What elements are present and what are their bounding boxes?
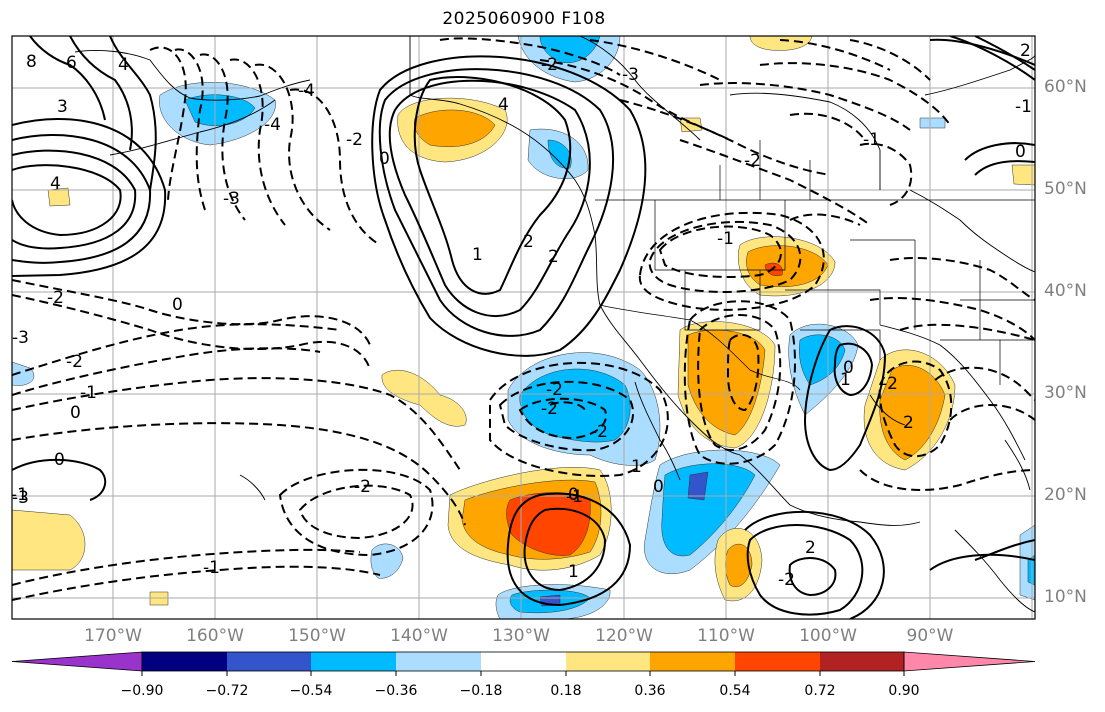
- contour-label: 0: [568, 485, 579, 505]
- contour-label: 4: [50, 174, 61, 194]
- map-frame: [11, 35, 1036, 620]
- contour-label: -1: [717, 229, 734, 249]
- map-title: 2025060900 F108: [442, 9, 606, 29]
- contour-label: 4: [498, 95, 509, 115]
- lat-label: 50°N: [1044, 179, 1087, 199]
- filled-anomaly-areas: [12, 36, 1035, 619]
- lon-label: 110°W: [697, 626, 755, 646]
- contour-label: -1: [1015, 97, 1032, 117]
- lat-label: 10°N: [1044, 587, 1087, 607]
- contour-label: -3: [223, 189, 240, 209]
- colorbar-tick-label: 0.36: [634, 683, 666, 699]
- contour-label: 6: [66, 53, 77, 73]
- contour-label: -1: [203, 558, 220, 578]
- lat-label: 30°N: [1044, 383, 1087, 403]
- contour-label: 0: [1015, 142, 1026, 162]
- contour-label: -1: [566, 487, 583, 507]
- contour-label: 0: [843, 358, 854, 378]
- country-borders: [595, 140, 1035, 391]
- contour-label: -1: [11, 485, 28, 505]
- contour-label: 3: [57, 97, 68, 117]
- contour-label: -2: [546, 380, 563, 400]
- lat-label: 60°N: [1044, 77, 1087, 97]
- contour-label: 1: [631, 457, 642, 477]
- colorbar-tick-label: −0.72: [205, 683, 249, 699]
- contour-label: -2: [66, 352, 83, 372]
- contour-label: -1: [863, 130, 880, 150]
- contour-label: -3: [12, 328, 29, 348]
- colorbar-tick-label: 0.54: [719, 683, 751, 699]
- contour-label: 0: [653, 477, 664, 497]
- lon-label: 160°W: [186, 626, 244, 646]
- contour-label: -2: [744, 151, 761, 171]
- lon-label: 90°W: [906, 626, 954, 646]
- colorbar-tick-label: −0.36: [374, 683, 418, 699]
- lon-label: 140°W: [390, 626, 448, 646]
- contour-label: 0: [70, 403, 81, 423]
- contour-label: -2: [47, 288, 64, 308]
- contour-label: -2: [541, 55, 558, 75]
- colorbar-tick-label: 0.72: [804, 683, 836, 699]
- contour-label: 1: [840, 370, 851, 390]
- contour-label: 8: [26, 52, 37, 72]
- lon-label: 150°W: [288, 626, 346, 646]
- contour-label: 2: [1020, 41, 1031, 61]
- contour-label: -1: [80, 383, 97, 403]
- lat-label: 40°N: [1044, 281, 1087, 301]
- contour-label: 4: [118, 55, 129, 75]
- contour-label: 2: [548, 247, 559, 267]
- contour-label: -2: [354, 477, 371, 497]
- contour-label: 2: [903, 413, 914, 433]
- contour-label: 1: [568, 562, 579, 582]
- contour-label: -2: [778, 570, 795, 590]
- contour-label: -3: [622, 65, 639, 85]
- coastlines: [74, 36, 1035, 613]
- contour-label: -2: [541, 399, 558, 419]
- contour-label: -2: [881, 374, 898, 394]
- colorbar-tick-label: 0.90: [888, 683, 920, 699]
- contour-label: -4: [264, 115, 281, 135]
- contour-label: 0: [172, 295, 183, 315]
- lon-label: 100°W: [799, 626, 857, 646]
- graticule: [12, 36, 1035, 619]
- contour-label: 2: [523, 232, 534, 252]
- lat-label: 20°N: [1044, 485, 1087, 505]
- solid-contours: [12, 36, 1035, 619]
- lon-label: 130°W: [492, 626, 550, 646]
- colorbar-tick-label: 0.18: [550, 683, 582, 699]
- contour-label: -2: [591, 422, 608, 442]
- contour-label: 0: [379, 149, 390, 169]
- contour-label: 1: [472, 245, 483, 265]
- contour-label: 2: [805, 538, 816, 558]
- contour-label: -3: [12, 488, 29, 508]
- lon-label: 120°W: [595, 626, 653, 646]
- colorbar-tick-label: −0.18: [459, 683, 503, 699]
- dashed-contours: [12, 37, 1035, 601]
- contour-label: -4: [298, 81, 315, 101]
- colorbar-tick-label: −0.54: [289, 683, 333, 699]
- colorbar-tick-label: −0.90: [120, 683, 164, 699]
- contour-label: -2: [346, 130, 363, 150]
- contour-labels: 8 6 4 3 4 -4 -3 -2 0 -4 -2 -3 4 -3 -2 -1…: [11, 41, 1032, 590]
- lon-label: 170°W: [84, 626, 142, 646]
- contour-label: 0: [54, 450, 65, 470]
